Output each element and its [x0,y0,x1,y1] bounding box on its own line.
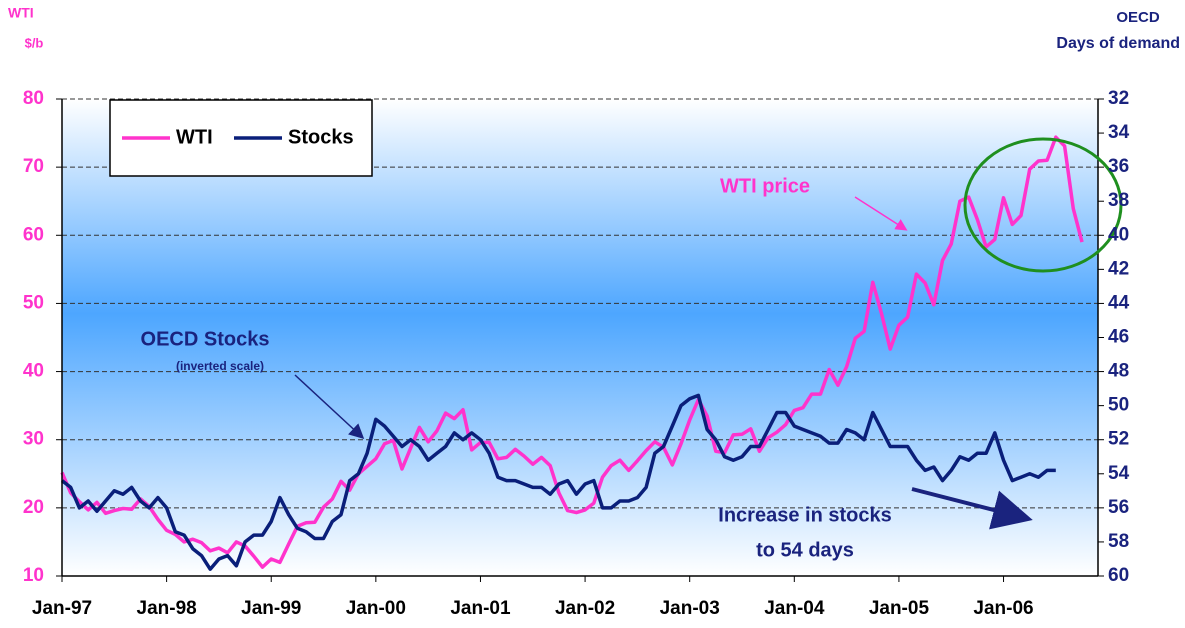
y2-tick-label: 32 [1108,88,1129,109]
annotation-arrow [911,487,1033,530]
x-tick-label: Jan-99 [241,598,301,619]
x-tick-label: Jan-00 [346,598,406,619]
y2-tick-label: 44 [1108,292,1130,313]
y-axis-unit: $/b [25,35,44,50]
marks [60,135,1084,571]
y-tick-label: 20 [23,497,44,518]
y-axis-label: WTI [8,5,34,21]
y-tick-label: 80 [23,88,44,109]
y2-axis-label: OECD [1116,9,1160,26]
annotation: Increase in stocks [718,504,891,526]
legend: WTI Stocks [122,126,354,148]
y-tick-label: 10 [23,565,44,586]
x-tick-label: Jan-03 [660,598,720,619]
highlight-circle [963,137,1123,273]
y2-tick-label: 42 [1108,258,1129,279]
y-tick-label: 60 [23,224,44,245]
y2-tick-label: 34 [1108,122,1130,143]
x-tick-label: Jan-02 [555,598,615,619]
x-tick-label: Jan-04 [764,598,825,619]
y2-tick-label: 48 [1108,361,1129,382]
x-tick-label: Jan-01 [450,598,511,619]
x-tick-label: Jan-97 [32,598,92,619]
y2-tick-label: 58 [1108,531,1129,552]
annotation: OECD Stocks [141,328,270,350]
legend-label: Stocks [288,126,354,148]
plot-background [62,99,1098,576]
y2-tick-label: 36 [1108,156,1129,177]
y2-tick-label: 60 [1108,565,1129,586]
annotation-arrow [294,374,365,440]
x-tick-label: Jan-06 [973,598,1033,619]
y-tick-label: 40 [23,361,44,382]
y2-tick-label: 40 [1108,224,1129,245]
annotation: (inverted scale) [176,359,264,373]
y-tick-label: 30 [23,429,44,450]
y2-axis-unit: Days of demand [1056,35,1180,52]
y2-tick-label: 46 [1108,327,1129,348]
annotation: WTI price [720,175,810,197]
x-tick-label: Jan-05 [869,598,930,619]
y2-tick-label: 52 [1108,429,1129,450]
y2-tick-label: 50 [1108,395,1129,416]
x-tick-label: Jan-98 [137,598,197,619]
series-line [60,393,1056,571]
legend-label: WTI [176,126,213,148]
y-tick-label: 50 [23,292,44,313]
series-line [60,135,1084,569]
annotation-arrow [854,196,908,231]
y2-tick-label: 38 [1108,190,1129,211]
y2-tick-label: 56 [1108,497,1129,518]
annotation: to 54 days [756,539,854,561]
y-tick-label: 70 [23,156,44,177]
y2-tick-label: 54 [1108,463,1130,484]
